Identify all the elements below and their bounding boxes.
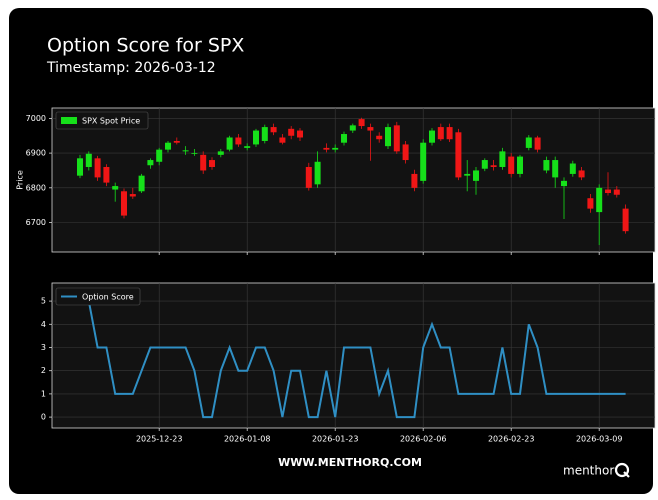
candle-body — [525, 137, 532, 148]
candle-body — [543, 160, 550, 171]
logo-icon — [614, 462, 630, 478]
legend-swatch — [61, 117, 77, 124]
candle-body — [481, 160, 488, 169]
y-tick-label: 3 — [41, 343, 46, 352]
y-tick-label: 1 — [41, 389, 46, 398]
score-line — [87, 300, 626, 419]
plot-area — [51, 107, 656, 253]
candle-body — [244, 146, 251, 148]
candle-body — [613, 189, 620, 195]
candle-body — [367, 127, 374, 131]
candle-body — [94, 158, 101, 178]
logo-icon-tail — [623, 471, 630, 478]
candle-body — [200, 154, 207, 171]
candle-body — [182, 150, 189, 152]
y-tick-label: 4 — [41, 320, 46, 329]
candle-body — [288, 128, 295, 136]
candle-body — [446, 127, 453, 140]
y-tick-label: 6800 — [26, 183, 46, 192]
candle-body — [270, 127, 277, 133]
candle-body — [77, 158, 83, 176]
legend-label: SPX Spot Price — [82, 117, 140, 126]
candle-body — [349, 125, 356, 131]
candle-body — [261, 127, 268, 141]
candle-body — [209, 160, 215, 167]
candle-body — [314, 161, 321, 185]
y-tick-label: 6900 — [26, 149, 46, 158]
candle-body — [622, 208, 629, 232]
x-tick-label: 2026-01-08 — [224, 435, 271, 444]
candle-body — [534, 137, 541, 150]
candle-body — [393, 125, 400, 152]
candle-body — [332, 147, 339, 150]
candle-body — [385, 127, 391, 147]
y-tick-label: 2 — [41, 366, 46, 375]
candle-body — [147, 160, 154, 166]
legend-box — [55, 287, 141, 306]
candle-body — [411, 173, 418, 188]
y-axis-label: Price — [16, 170, 25, 190]
candle-body — [85, 153, 92, 167]
y-tick-label: 5 — [41, 297, 46, 306]
candle-body — [437, 127, 444, 140]
x-tick-label: 2025-12-23 — [136, 435, 183, 444]
y-tick-label: 0 — [41, 413, 46, 422]
candle-body — [490, 165, 497, 167]
candle-body — [297, 130, 303, 138]
candle-body — [112, 186, 119, 190]
legend-box — [55, 111, 149, 130]
x-tick-label: 2026-02-06 — [400, 435, 447, 444]
footer-url: WWW.MENTHORQ.COM — [278, 456, 422, 469]
candle-body — [376, 135, 383, 140]
candle-body — [561, 180, 567, 187]
candle-body — [165, 142, 171, 150]
chart-title: Option Score for SPX — [47, 35, 244, 57]
plot-area — [51, 282, 656, 429]
x-tick-label: 2026-02-23 — [488, 435, 535, 444]
candle-body — [569, 163, 576, 174]
candle-body — [464, 173, 471, 176]
candle-body — [420, 142, 427, 181]
candle-body — [358, 119, 365, 127]
y-tick-label: 7000 — [26, 114, 46, 123]
candle-body — [605, 189, 611, 194]
candle-body — [103, 166, 110, 183]
candle-body — [587, 198, 594, 209]
candle-body — [578, 170, 585, 178]
candle-body — [596, 187, 603, 213]
candle-body — [508, 156, 515, 174]
candle-body — [402, 144, 409, 161]
candle-body — [305, 166, 312, 188]
y-tick-label: 6700 — [26, 218, 46, 227]
candle-body — [217, 151, 224, 155]
candle-body — [156, 149, 163, 162]
candle-body — [191, 153, 198, 154]
candle-body — [455, 132, 462, 178]
candle-body — [173, 140, 180, 143]
logo-text: menthor — [563, 464, 614, 478]
candle-body — [279, 137, 286, 143]
candle-body — [323, 147, 330, 150]
candle-body — [473, 170, 479, 181]
candle-body — [253, 130, 259, 145]
x-tick-label: 2026-03-09 — [576, 435, 623, 444]
candle-body — [429, 130, 435, 143]
chart-subtitle: Timestamp: 2026-03-12 — [46, 60, 216, 76]
legend-label: Option Score — [82, 293, 134, 302]
candle-body — [226, 137, 233, 150]
candle-body — [129, 194, 136, 197]
candle-body — [341, 134, 347, 143]
candle-body — [499, 151, 506, 167]
candle-body — [552, 160, 559, 178]
candle-body — [121, 191, 127, 216]
candle-body — [138, 175, 145, 192]
candle-body — [235, 137, 242, 145]
x-tick-label: 2026-01-23 — [312, 435, 359, 444]
candle-body — [517, 156, 523, 174]
